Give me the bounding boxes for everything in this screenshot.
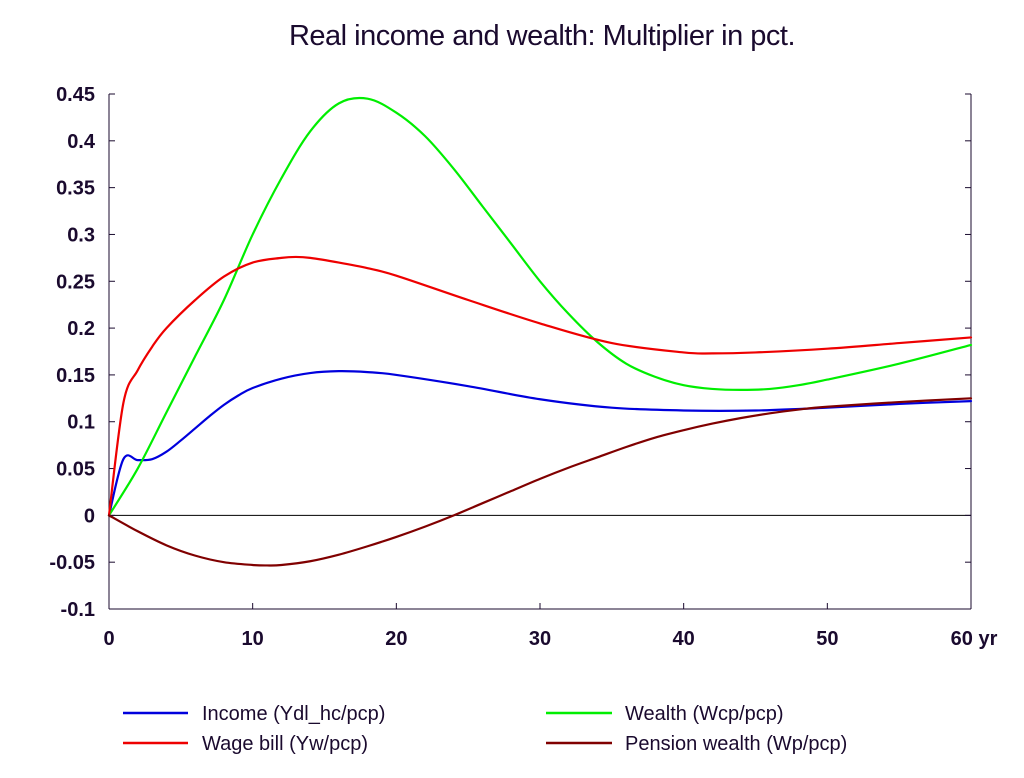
legend-label: Pension wealth (Wp/pcp) xyxy=(625,733,847,755)
y-tick-label: 0.05 xyxy=(56,459,95,481)
legend-label: Wage bill (Yw/pcp) xyxy=(202,733,368,755)
tick-labels: -0.1 -0.05 0 0.05 0.1 0.15 0.2 0.25 0.3 0.35 0.4 0.… xyxy=(49,84,997,650)
x-tick-label: 0 xyxy=(103,628,114,650)
legend: Income (Ydl_hc/pcp) Wage bill (Yw/pcp) Wea… xyxy=(123,703,847,755)
legend-label: Wealth (Wcp/pcp) xyxy=(625,703,784,725)
legend-label: Income (Ydl_hc/pcp) xyxy=(202,703,385,725)
legend-item: Wage bill (Yw/pcp) xyxy=(123,733,368,755)
y-tick-label: 0.45 xyxy=(56,84,95,106)
y-tick-label: 0.3 xyxy=(67,224,95,246)
y-tick-label: 0.15 xyxy=(56,365,95,387)
series-lines xyxy=(107,96,973,567)
x-tick-label: 40 xyxy=(673,628,695,650)
series-line-wage xyxy=(107,255,973,517)
chart-title: Real income and wealth: Multiplier in pc… xyxy=(288,20,796,52)
y-tick-label: -0.05 xyxy=(49,552,95,574)
x-tick-label: 50 xyxy=(816,628,838,650)
series-line-pension xyxy=(107,397,973,567)
series-line-income xyxy=(107,370,973,517)
x-tick-label: 20 xyxy=(385,628,407,650)
y-tick-label: 0.25 xyxy=(56,271,95,293)
legend-item: Income (Ydl_hc/pcp) xyxy=(123,703,385,725)
y-tick-label: 0.2 xyxy=(67,318,95,340)
x-tick-label: 60 yr xyxy=(951,628,998,650)
y-tick-label: 0.4 xyxy=(67,131,96,153)
x-tick-label: 10 xyxy=(242,628,264,650)
y-tick-label: 0 xyxy=(84,505,95,527)
y-tick-label: 0.1 xyxy=(67,412,95,434)
y-tick-label: -0.1 xyxy=(61,599,95,621)
y-tick-label: 0.35 xyxy=(56,178,95,200)
x-tick-label: 30 xyxy=(529,628,551,650)
legend-item: Wealth (Wcp/pcp) xyxy=(546,703,784,725)
axes xyxy=(108,93,972,610)
series-line-wealth xyxy=(107,96,973,517)
legend-item: Pension wealth (Wp/pcp) xyxy=(546,733,847,755)
